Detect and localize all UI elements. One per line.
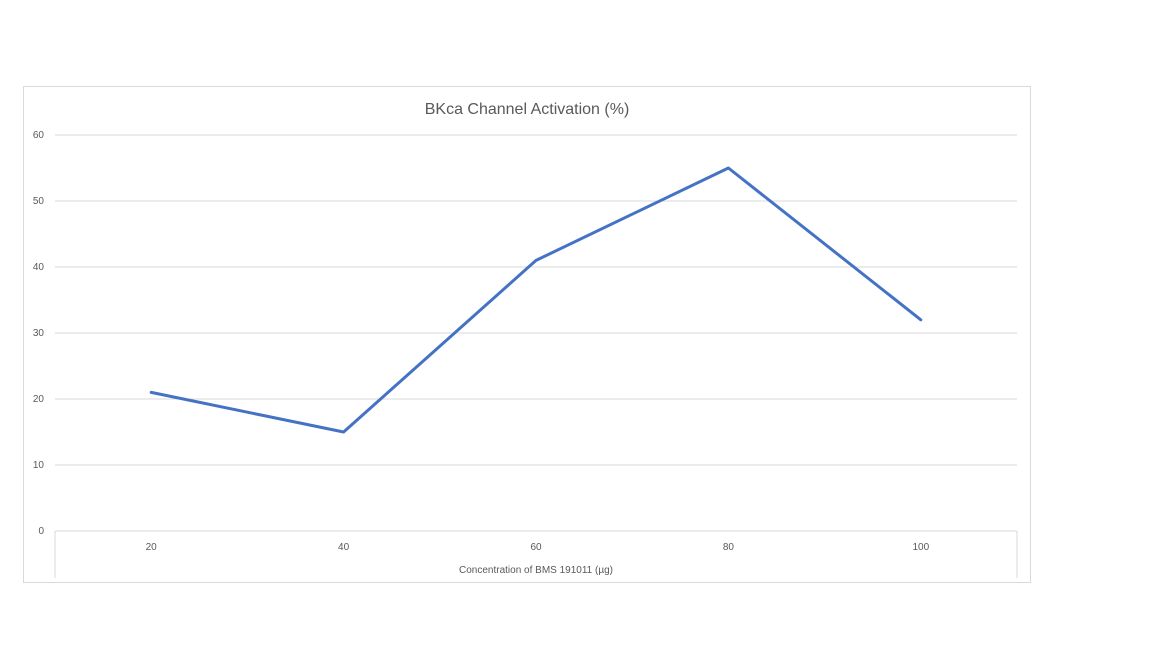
series <box>149 166 923 434</box>
series-line <box>149 166 923 434</box>
x-tick-label: 100 <box>912 542 929 553</box>
y-tick-label: 40 <box>33 262 45 273</box>
x-tick-label: 20 <box>146 542 158 553</box>
y-tick-label: 30 <box>33 328 45 339</box>
gridlines <box>55 134 1017 466</box>
x-tick-label: 40 <box>338 542 350 553</box>
chart-area <box>23 86 1031 583</box>
chart-title: BKca Channel Activation (%) <box>425 101 630 118</box>
y-tick-label: 0 <box>38 526 44 537</box>
y-tick-label: 10 <box>33 460 45 471</box>
x-tick-label: 80 <box>723 542 735 553</box>
x-tick-label: 60 <box>530 542 542 553</box>
y-axis-ticks: 0 10 20 30 40 50 60 <box>33 130 45 537</box>
x-axis-label: Concentration of BMS 191011 (µg) <box>459 565 613 576</box>
y-tick-label: 20 <box>33 394 45 405</box>
y-tick-label: 50 <box>33 196 45 207</box>
x-axis <box>54 530 1018 578</box>
x-axis-ticks: 20 40 60 80 100 <box>146 542 930 553</box>
y-tick-label: 60 <box>33 130 45 141</box>
